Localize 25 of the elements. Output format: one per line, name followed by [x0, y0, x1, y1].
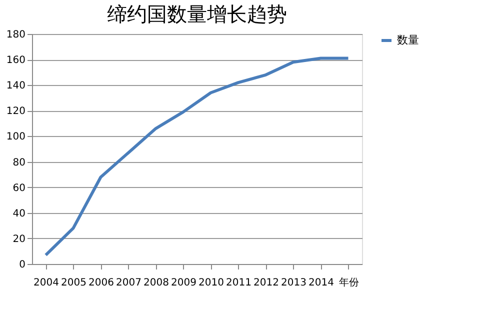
y-tick-label: 80: [12, 157, 26, 168]
x-tick-label: 年份: [338, 276, 359, 288]
x-tick-label: 2008: [144, 278, 169, 288]
y-tick-label: 20: [12, 234, 26, 245]
chart-title: 缔约国数量增长趋势: [107, 2, 287, 26]
x-tick-label: 2009: [171, 278, 196, 288]
x-tick-label: 2013: [281, 278, 306, 288]
x-tick-label: 2012: [254, 278, 279, 288]
y-tick-label: 0: [19, 260, 26, 270]
x-tick-label: 2007: [116, 278, 142, 288]
y-tick-label: 100: [6, 132, 26, 143]
y-tick-label: 180: [6, 30, 26, 40]
y-tick-label: 40: [12, 208, 26, 220]
y-tick-label: 140: [6, 80, 26, 92]
y-tick-label: 60: [12, 182, 26, 194]
x-tick-label: 2006: [88, 278, 114, 288]
x-tick-label: 2014: [308, 278, 334, 288]
line-series: [44, 56, 350, 257]
legend-label: 数量: [397, 34, 419, 46]
y-tick-label: 120: [6, 106, 26, 118]
x-tick-label: 2011: [226, 278, 252, 288]
x-tick-label: 2004: [34, 278, 59, 288]
x-tick-label: 2005: [61, 278, 86, 288]
y-tick-label: 160: [6, 55, 26, 66]
x-tick-label: 2010: [198, 278, 224, 288]
